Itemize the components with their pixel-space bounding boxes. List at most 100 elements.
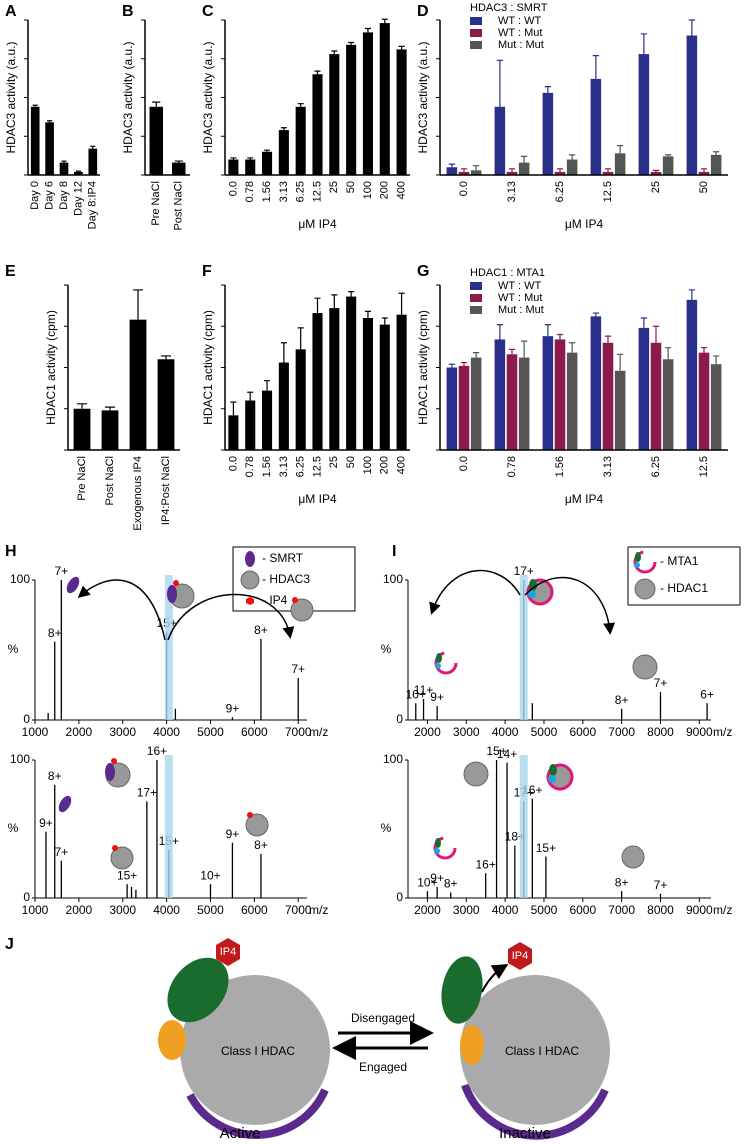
- legend-label: Mut : Mut: [498, 304, 544, 316]
- x-tick-label: Day 8: [58, 181, 70, 210]
- x-tick-label: 6000: [241, 903, 268, 917]
- bar: [74, 171, 83, 175]
- x-tick-label: 200: [379, 181, 391, 199]
- x-tick-label: Day 12: [72, 181, 84, 216]
- error-bar: [688, 289, 696, 300]
- bar: [542, 336, 554, 450]
- bar: [362, 318, 373, 450]
- x-tick-label: 1000: [22, 725, 49, 739]
- legend-label: WT : WT: [498, 15, 541, 27]
- x-axis-label: m/z: [309, 725, 328, 739]
- key-label: - HDAC1: [660, 581, 708, 595]
- x-tick-label: 3.13: [602, 456, 614, 477]
- x-tick-label: Day 0: [29, 181, 41, 210]
- peak-label: 9+: [39, 816, 53, 830]
- x-tick-label: 0.78: [244, 181, 256, 202]
- x-axis-label: μM IP4: [298, 492, 337, 506]
- peak-label: 11+: [414, 683, 433, 697]
- error-bar: [364, 310, 371, 318]
- bar: [590, 78, 602, 175]
- error-bar: [314, 297, 321, 314]
- x-tick-label: 3.13: [506, 181, 518, 202]
- x-axis-label: μM IP4: [565, 492, 604, 506]
- y-axis-label: HDAC1 activity (cpm): [201, 310, 215, 425]
- x-tick-label: 9000: [686, 903, 713, 917]
- peak-label: 15+: [117, 868, 137, 882]
- error-bar: [496, 59, 504, 107]
- state-label: Inactive: [499, 1125, 551, 1142]
- x-tick-label: 0.0: [227, 456, 239, 471]
- peak-label: 16+: [147, 744, 167, 758]
- bar: [329, 308, 340, 450]
- x-tick-label: 6000: [569, 903, 596, 917]
- error-bar: [508, 348, 516, 355]
- x-tick-label: 200: [379, 456, 391, 474]
- bar: [710, 154, 722, 175]
- ligand-label: IP4: [220, 946, 237, 958]
- peak-label: 16+: [476, 857, 496, 871]
- x-tick-label: 1000: [22, 903, 49, 917]
- error-bar: [712, 151, 720, 155]
- y-axis-label: HDAC3 activity (a.u.): [416, 41, 430, 153]
- bar: [129, 319, 147, 450]
- bar: [554, 339, 566, 450]
- x-tick-label: Day 6: [44, 181, 56, 210]
- peak-label: 7+: [54, 564, 68, 578]
- x-tick-label: 25: [650, 181, 662, 193]
- bar: [470, 170, 482, 175]
- bar: [295, 106, 306, 175]
- x-tick-label: 5000: [531, 903, 558, 917]
- bar: [638, 327, 650, 450]
- error-bar: [247, 391, 254, 401]
- panel-letter: J: [5, 936, 14, 953]
- x-tick-label: 3.13: [278, 181, 290, 202]
- error-bar: [32, 104, 38, 107]
- legend-label: WT : WT: [498, 280, 541, 292]
- error-bar: [544, 324, 552, 337]
- error-bar: [592, 312, 600, 317]
- peak-label: 14+: [497, 747, 517, 761]
- x-tick-label: Post NaCl: [173, 181, 185, 231]
- key-label: - MTA1: [660, 554, 699, 568]
- x-tick-label: Pre NaCl: [76, 456, 88, 501]
- error-bar: [616, 353, 624, 371]
- bar: [245, 400, 256, 450]
- x-tick-label: 7000: [285, 725, 312, 739]
- bar: [470, 357, 482, 450]
- error-bar: [640, 317, 648, 328]
- bar: [650, 171, 662, 175]
- highlight-band: [164, 755, 173, 898]
- panel-letter: H: [5, 543, 17, 560]
- y-tick-label: 100: [383, 572, 403, 586]
- error-bar: [640, 33, 648, 55]
- enzyme-label: Class I HDAC: [505, 1044, 579, 1058]
- legend-swatch: [470, 17, 482, 25]
- x-tick-label: 0.78: [506, 456, 518, 477]
- bar: [262, 390, 273, 450]
- bar: [662, 156, 674, 175]
- legend-swatch: [470, 41, 482, 49]
- error-bar: [520, 340, 528, 358]
- error-bar: [331, 294, 338, 309]
- x-tick-label: 100: [362, 456, 374, 474]
- bar: [362, 32, 373, 176]
- panel-letter: C: [202, 3, 214, 20]
- bar: [614, 370, 626, 450]
- error-bar: [398, 292, 405, 315]
- bar: [638, 54, 650, 175]
- bar: [59, 162, 69, 175]
- bar: [329, 54, 340, 175]
- x-tick-label: 50: [345, 181, 357, 193]
- x-tick-label: 6000: [569, 725, 596, 739]
- error-bar: [297, 103, 304, 107]
- ligand-label: IP4: [512, 950, 529, 962]
- x-tick-label: 0.78: [244, 456, 256, 477]
- panel-letter: D: [417, 3, 429, 20]
- error-bar: [264, 149, 271, 152]
- error-bar: [496, 324, 504, 340]
- y-axis-label: HDAC3 activity (a.u.): [4, 41, 18, 153]
- key-label: - HDAC3: [262, 572, 310, 586]
- key-label: - IP4: [262, 593, 288, 607]
- peak-label: 7+: [654, 878, 668, 892]
- error-bar: [652, 169, 660, 172]
